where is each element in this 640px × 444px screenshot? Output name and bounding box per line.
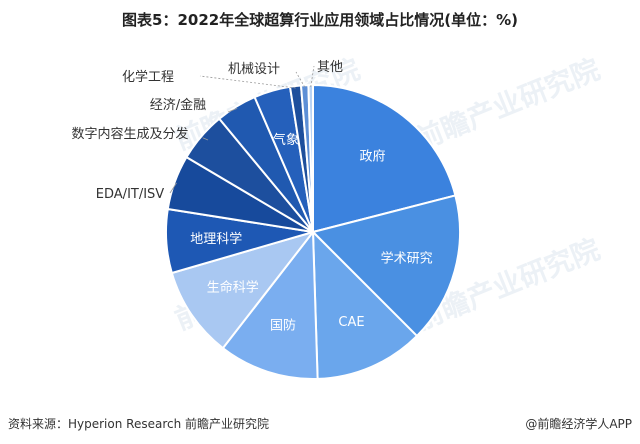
pie-slice-label: EDA/IT/ISV xyxy=(96,187,165,202)
pie-slices xyxy=(165,83,461,380)
pie-slice-label: 地理科学 xyxy=(190,231,242,247)
pie-slice-label: 其他 xyxy=(317,60,343,75)
pie-slice xyxy=(170,230,316,350)
chart-title: 图表5：2022年全球超算行业应用领域占比情况(单位：%) xyxy=(122,11,518,29)
pie-slice xyxy=(311,229,419,380)
leader-line xyxy=(199,75,296,89)
leader-line xyxy=(310,65,315,88)
leader-line xyxy=(202,137,209,141)
pie-slice-label: 数字内容生成及分发 xyxy=(71,126,188,142)
leader-line xyxy=(295,71,306,88)
pie-slice-label: 生命科学 xyxy=(207,280,259,296)
pie-slice-label: 气象 xyxy=(273,132,299,148)
source-note: 资料来源：Hyperion Research 前瞻产业研究院 xyxy=(8,417,270,431)
pie-slice-label: 学术研究 xyxy=(381,251,433,267)
pie-slice-label: CAE xyxy=(338,315,364,330)
pie-slice-label: 经济/金融 xyxy=(150,97,206,113)
pie-slice-label: 政府 xyxy=(359,149,385,164)
pie-slice xyxy=(312,83,457,234)
pie-slice-label: 化学工程 xyxy=(122,69,174,85)
pie-slice-label: 机械设计 xyxy=(228,62,280,77)
leader-line xyxy=(169,182,177,194)
leader-line xyxy=(227,108,238,113)
watermark-text: 前瞻产业研究院 xyxy=(410,52,604,156)
label-leader-lines xyxy=(169,65,315,194)
credit-note: @前瞻经济学人APP xyxy=(525,417,632,431)
pie-slice-label: 国防 xyxy=(270,317,296,333)
pie-slice xyxy=(221,229,319,380)
pie-slice xyxy=(311,194,461,338)
